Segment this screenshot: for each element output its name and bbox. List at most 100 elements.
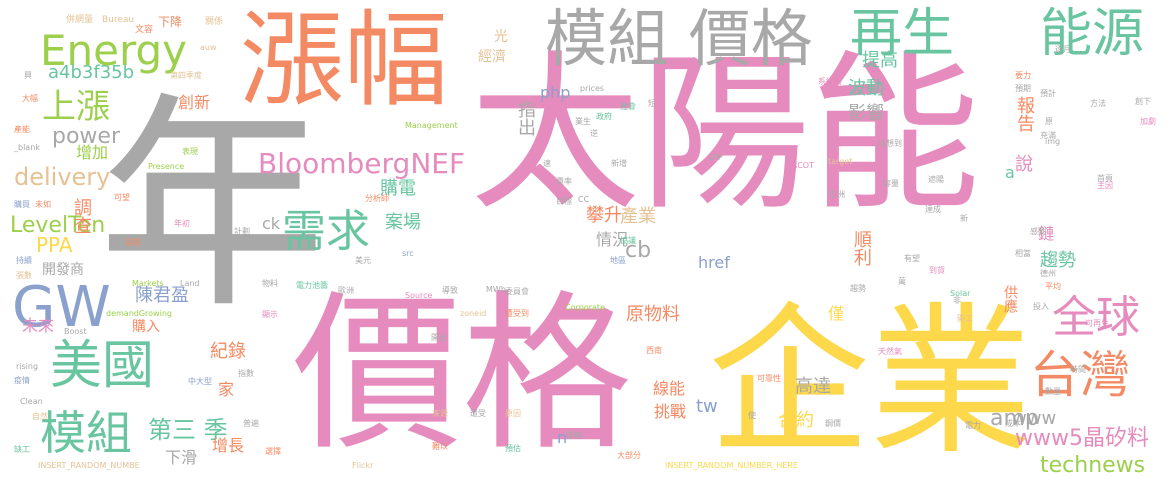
cloud-word: n <box>557 428 568 447</box>
cloud-word: 上漲 <box>42 87 110 127</box>
cloud-word: 漲幅 <box>240 0 449 121</box>
cloud-word: 地區 <box>610 256 626 265</box>
cloud-word: 迎來 <box>125 238 141 247</box>
cloud-word: 太陽能 <box>470 36 981 234</box>
cloud-word: target <box>828 157 853 166</box>
cloud-word: 時間 <box>1070 365 1086 374</box>
cloud-word: 案場 <box>385 212 421 233</box>
cloud-word: 產業 <box>620 206 656 227</box>
cloud-word: Bureau <box>102 15 135 25</box>
cloud-word: 經濟 <box>478 49 506 65</box>
cloud-word: INSERT_RANDOM_NUMBER_HERE <box>665 461 798 470</box>
cloud-word: 平均 <box>1045 282 1061 291</box>
cloud-word: tw <box>696 396 718 417</box>
cloud-word: demandGrowing <box>106 309 172 318</box>
cloud-word: SPP <box>708 153 723 162</box>
cloud-word: 未來 <box>22 316 55 335</box>
cloud-word: 張數 <box>16 271 32 280</box>
cloud-word: 開發商 <box>42 262 84 278</box>
cloud-word: 年 <box>98 73 326 339</box>
cloud-word: 興 <box>24 71 32 80</box>
cloud-word: 紀錄 <box>210 341 246 362</box>
cloud-word: 年初 <box>174 219 190 228</box>
cloud-word: zoneid <box>460 309 487 318</box>
cloud-word: 方法 <box>1090 99 1106 108</box>
cloud-word: 合約 <box>778 410 814 431</box>
cloud-word: LevelTen <box>10 213 106 238</box>
cloud-word: Land <box>180 279 200 288</box>
cloud-word: BloombergNEF <box>258 147 466 180</box>
cloud-word: Markets <box>132 279 164 288</box>
cloud-word: 充滿 <box>1040 131 1056 140</box>
cloud-word: 情況 <box>596 230 629 249</box>
cloud-word: Corporate <box>565 303 605 312</box>
cloud-word: ck <box>262 214 281 233</box>
cloud-word: 報告 <box>1014 96 1035 132</box>
cloud-word: 購入 <box>132 319 160 335</box>
cloud-word: 陳君盈 <box>135 285 189 306</box>
cloud-word: 加劇 <box>1140 117 1156 126</box>
cloud-word: 亞洲 <box>829 190 845 199</box>
cloud-word: auw <box>200 43 217 52</box>
cloud-word: 價格 <box>292 276 633 474</box>
cloud-word: 下降 <box>158 15 183 29</box>
cloud-word: 原物料 <box>626 304 680 325</box>
cloud-word: 導致 <box>442 286 458 295</box>
cloud-word: 第三 季 <box>148 416 228 444</box>
cloud-word: Clean <box>20 397 43 406</box>
cloud-word: 德州 <box>1040 269 1056 278</box>
cloud-word: 說 <box>1015 154 1033 175</box>
cloud-word: 提高 <box>862 50 898 71</box>
cloud-word: 電力 <box>965 421 981 430</box>
cloud-word: 增加 <box>76 143 109 162</box>
cloud-word: amp <box>990 406 1039 431</box>
cloud-word: 電力池籌 <box>296 281 328 290</box>
cloud-word: 非 <box>953 296 961 305</box>
cloud-word: 沒想到 <box>878 139 902 148</box>
cloud-word: INSERT_RANDOM_NUMBE <box>38 461 140 470</box>
cloud-word: 波動 <box>848 78 884 99</box>
cloud-word: ERCOT <box>787 161 814 170</box>
cloud-word: 自然 <box>32 412 48 421</box>
cloud-word: 僅 <box>828 304 845 323</box>
cloud-word: 普遍 <box>243 419 259 428</box>
cloud-word: 指出 <box>515 100 536 136</box>
cloud-word: 順利 <box>851 230 872 266</box>
cloud-word: 創新 <box>178 93 211 112</box>
cloud-word: 難以 <box>432 442 448 451</box>
cloud-word: Presence <box>148 162 185 171</box>
cloud-word: 鋼價 <box>825 419 841 428</box>
cloud-word: Solar <box>950 289 971 298</box>
cloud-word: rising <box>16 362 39 371</box>
cloud-word: 全球 <box>1052 292 1140 343</box>
cloud-word: 相當 <box>1015 249 1031 258</box>
cloud-word: 再生 <box>850 4 955 64</box>
cloud-word: 模組 價格 <box>545 2 813 75</box>
cloud-word: src <box>402 249 414 258</box>
cloud-word: 感動 <box>1030 227 1046 236</box>
cloud-word: 主因 <box>1097 181 1113 190</box>
cloud-word: 預計 <box>1040 89 1056 98</box>
cloud-word: 容量 <box>883 179 899 188</box>
cloud-word: 可靠性 <box>757 374 781 383</box>
cloud-word: _blank <box>14 143 40 152</box>
cloud-word: php <box>540 83 571 102</box>
cloud-word: 文容 <box>135 25 154 35</box>
cloud-word: 美國 <box>50 336 155 396</box>
cloud-word: 疫情 <box>14 376 30 385</box>
cloud-word: 持續 <box>16 256 32 265</box>
cloud-word: 攀升 <box>586 205 622 226</box>
cloud-word: 開出 <box>431 333 447 342</box>
cloud-word: CC <box>578 195 590 204</box>
cloud-word: 可再生 <box>1085 319 1109 328</box>
cloud-word: a <box>1005 163 1015 182</box>
cloud-word: 台灣 <box>1030 346 1130 404</box>
cloud-word: 新增 <box>611 159 627 168</box>
cloud-word: 承諾 <box>172 242 188 251</box>
cloud-word: 政府 <box>596 112 612 121</box>
cloud-word: 調查 <box>71 198 92 234</box>
cloud-word: 成本 <box>1005 419 1021 428</box>
cloud-word: delivery <box>14 163 111 191</box>
cloud-word: cb <box>625 238 652 263</box>
cloud-word: 鏈 <box>1038 224 1055 243</box>
